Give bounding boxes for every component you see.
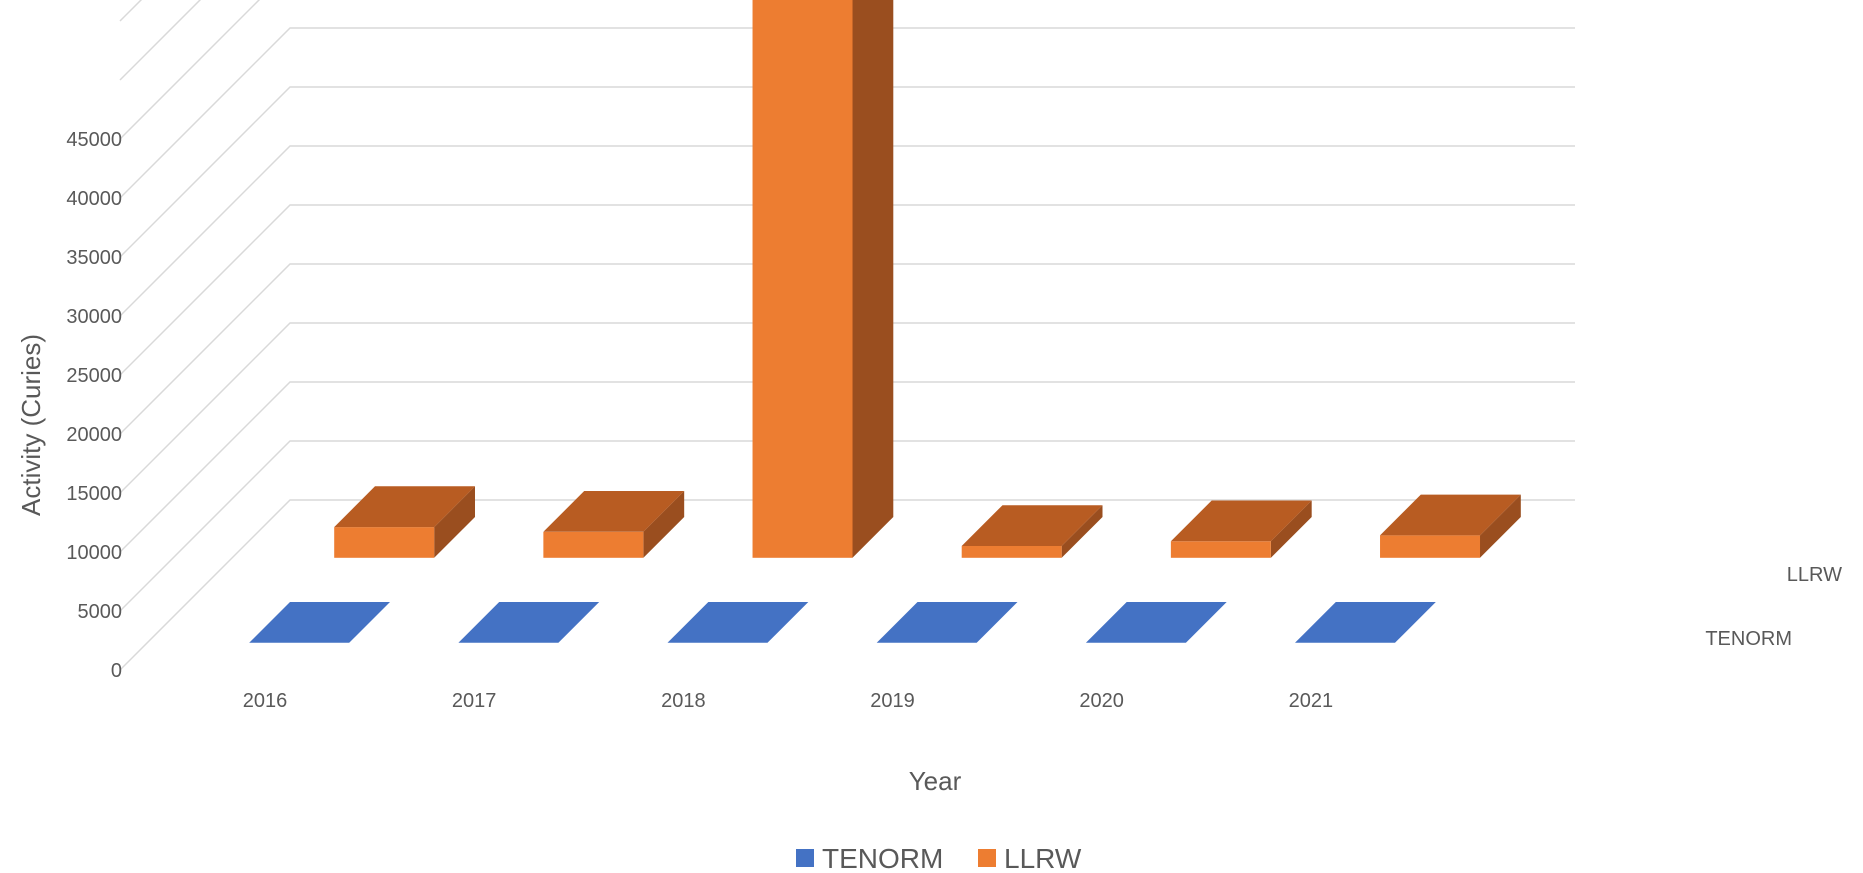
y-tick-10000: 10000	[66, 542, 122, 564]
legend: TENORM LLRW	[796, 843, 1082, 873]
y-tick-15000: 15000	[66, 483, 122, 505]
x-axis-ticks: 2016 2017 2018 2019 2020 2021	[243, 690, 1333, 712]
bars	[249, 0, 1521, 643]
y-tick-35000: 35000	[66, 247, 122, 269]
bar-llrw-2020	[1170, 500, 1312, 558]
x-axis-title: Year	[909, 766, 962, 796]
y-tick-5000: 5000	[78, 601, 123, 623]
legend-label-llrw: LLRW	[1004, 843, 1082, 873]
x-tick-2020: 2020	[1079, 690, 1124, 712]
gridline-10000	[119, 381, 1575, 553]
legend-swatch-tenorm	[796, 849, 814, 867]
gridline-40000	[119, 27, 1575, 199]
bar-llrw-2016	[334, 486, 475, 558]
bar-tenorm-2018	[667, 602, 809, 643]
depth-label-llrw: LLRW	[1787, 564, 1842, 586]
gridline-20000	[119, 263, 1575, 435]
y-axis-ticks: 0 5000 10000 15000 20000 25000 30000 35000 40000…	[66, 129, 122, 682]
gridline-35000	[119, 86, 1575, 258]
bar-tenorm-2019	[876, 602, 1018, 643]
bar-llrw-2021	[1380, 494, 1521, 558]
x-tick-2016: 2016	[243, 690, 288, 712]
legend-swatch-llrw	[978, 849, 996, 867]
depth-label-tenorm: TENORM	[1705, 628, 1792, 650]
y-tick-40000: 40000	[66, 188, 122, 210]
y-tick-45000: 45000	[66, 129, 122, 151]
x-tick-2018: 2018	[661, 690, 706, 712]
bar-tenorm-2020	[1085, 602, 1227, 643]
x-tick-2021: 2021	[1289, 690, 1334, 712]
gridline-5000	[119, 440, 1575, 612]
gridlines	[119, 0, 1575, 671]
x-tick-2019: 2019	[870, 690, 915, 712]
depth-axis-labels: LLRW TENORM	[1705, 564, 1842, 650]
gridline-25000	[119, 204, 1575, 376]
bar-llrw-2017	[543, 491, 685, 558]
gridline-0	[119, 499, 1575, 671]
bar-tenorm-2016	[249, 602, 390, 643]
x-tick-2017: 2017	[452, 690, 497, 712]
y-axis-title: Activity (Curies)	[16, 334, 46, 516]
y-tick-30000: 30000	[66, 306, 122, 328]
y-tick-25000: 25000	[66, 365, 122, 387]
gridline-50000	[119, 0, 202, 81]
bar-tenorm-2021	[1295, 602, 1436, 643]
legend-label-tenorm: TENORM	[822, 843, 943, 873]
gridline-45000	[119, 0, 261, 140]
y-tick-20000: 20000	[66, 424, 122, 446]
y-tick-0: 0	[111, 660, 122, 682]
bar-llrw-2018	[752, 0, 894, 558]
gridline-30000	[119, 145, 1575, 317]
bar-llrw-2019	[961, 505, 1103, 558]
gridline-15000	[119, 322, 1575, 494]
bar-tenorm-2017	[458, 602, 600, 643]
